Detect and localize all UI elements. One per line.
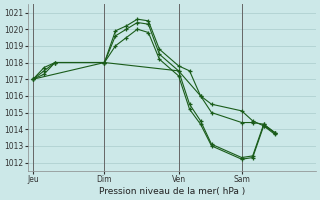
X-axis label: Pression niveau de la mer( hPa ): Pression niveau de la mer( hPa )	[99, 187, 245, 196]
